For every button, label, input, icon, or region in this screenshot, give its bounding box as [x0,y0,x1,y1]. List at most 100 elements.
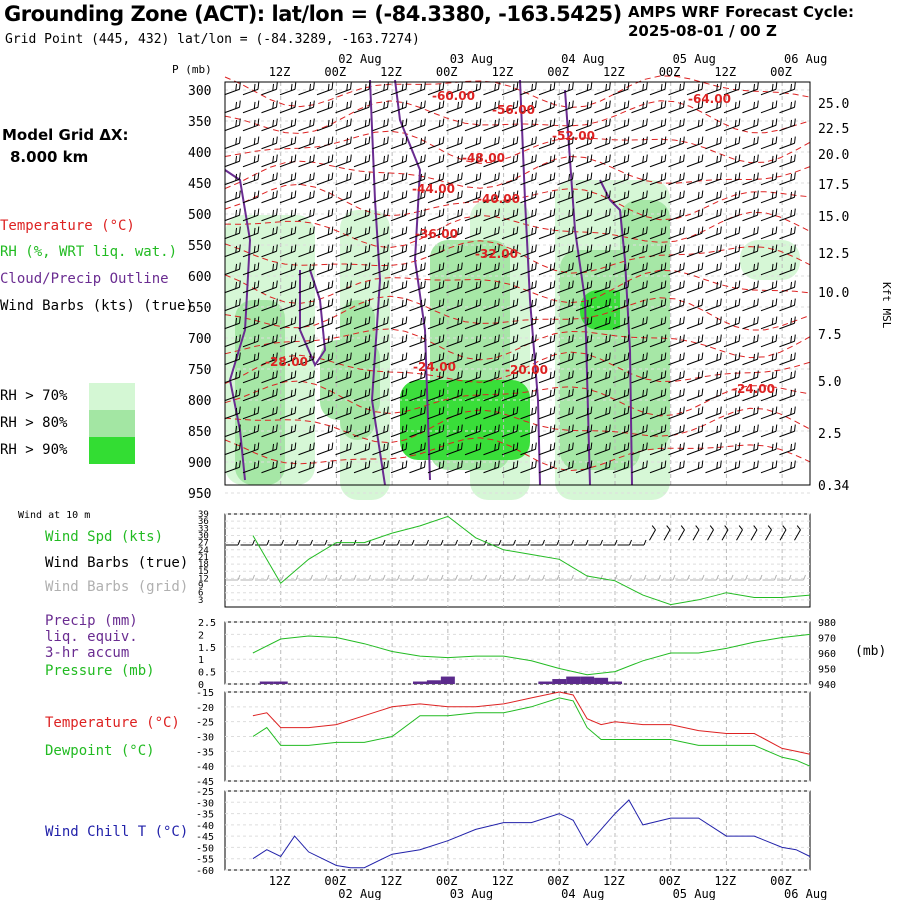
wind-barb [723,82,741,96]
wind-tick: 21 [198,553,209,563]
wind-barb [279,118,297,132]
wind-barb [631,442,648,456]
wind-barb-true [269,539,284,546]
wind-barb [390,208,408,222]
wind-barb [631,154,648,168]
wind-barb [538,424,556,438]
wind-tick: 3 [198,596,203,606]
wind-barb-grid [226,574,241,581]
wind-barb [557,280,574,294]
wind-barb [631,298,648,312]
wind-barb [409,118,426,132]
wind-barb [464,316,482,330]
wind-barb [427,406,445,420]
date-tick-bottom: 02 Aug [338,887,381,900]
wind-barb [372,352,389,366]
wind-barb [705,154,722,168]
wind-barb [242,82,260,96]
wind-barb [298,154,315,168]
temperature-contour-label: -40.00 [477,192,520,206]
wind-barb [557,370,574,384]
cloud-outline [564,89,591,486]
wind-barb [464,172,482,186]
wind-barb [538,262,556,276]
wind-barb-grid [458,574,473,581]
wind-barb [557,424,574,438]
wind-barb [723,388,741,402]
wind-barb [298,334,315,348]
wind-barb [353,406,371,420]
wind-barb [279,154,297,168]
wind-barb [224,280,241,294]
wind-barb [483,352,500,366]
wind-barb [242,154,260,168]
height-tick: 5.0 [818,375,841,390]
wind-barb [594,280,611,294]
wind-barb [409,226,426,240]
wind-barb [612,118,630,132]
wind-barb [446,352,463,366]
wind-barb [409,316,426,330]
wind-barb [575,388,593,402]
wind-barb [446,136,463,150]
wind-barb-grid [443,574,458,581]
wind-barb [501,262,519,276]
wind-barb [686,298,704,312]
wind-barb [242,388,260,402]
wind-barb-true [632,539,647,546]
wind-barb [372,316,389,330]
cloud-outline [369,79,386,486]
wind-barb [298,226,315,240]
wind-tick: 12 [198,574,209,584]
wind-barb [224,208,241,222]
wind-barb [335,118,352,132]
wind-barb [520,406,537,420]
wind-barb [298,136,315,150]
wind-barb [742,82,759,96]
wind-barb [760,406,778,420]
wind-tick: 24 [198,546,209,556]
wind-barb-true [429,539,444,546]
xsection-frame [224,81,811,486]
wind-barb [742,118,759,132]
time-tick-top: 12Z [603,65,625,79]
wind-barb [427,226,445,240]
wind-barb [224,154,241,168]
legend-pressure: Pressure (mb) [45,663,155,679]
temperature-panel-frame [224,691,811,782]
wind-barb [668,316,685,330]
wind-barb [427,190,445,204]
wind-barb [649,226,667,240]
wind-chill-line [252,799,811,869]
cloud-outline [394,79,431,481]
wind-barb [224,388,241,402]
wind-barb [483,190,500,204]
wind-barb [557,208,574,222]
wind-barb [316,172,334,186]
wind-barb [446,82,463,96]
wind-barb [261,334,278,348]
wind-barb-true [736,525,743,541]
wind-barb [594,352,611,366]
wind-barb [335,190,352,204]
wind-barb [686,352,704,366]
wind-barb-true [765,525,772,541]
wind-barb [686,136,704,150]
wind-barb [538,208,556,222]
wind-barb [779,334,796,348]
wind-barb [557,442,574,456]
wind-barb [446,190,463,204]
wind-barb [464,442,482,456]
pressure-unit: (mb) [855,644,887,659]
wind-barb [427,172,445,186]
wind-barb [686,82,704,96]
wind-barb [557,262,574,276]
wind-barb [520,370,537,384]
wind-barb [464,424,482,438]
wind-barb [686,316,704,330]
wind-barb [594,298,611,312]
model-grid-value: 8.000 km [10,148,89,166]
wind-barb [760,280,778,294]
wind-barb [686,388,704,402]
wind-barb [242,316,260,330]
